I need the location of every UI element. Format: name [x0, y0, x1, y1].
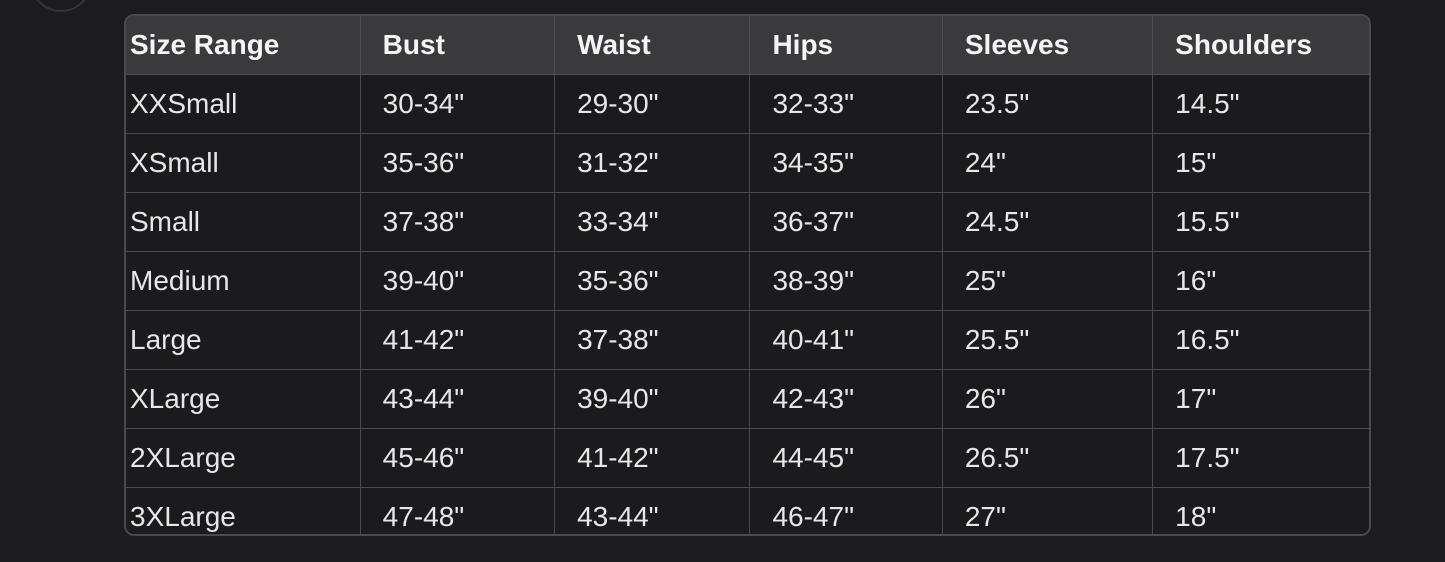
shoulders-cell: 15.5": [1152, 192, 1369, 252]
header-row: Size Range Bust Waist Hips Sleeves Shoul…: [126, 16, 1369, 75]
table-row: Small 37-38" 33-34" 36-37" 24.5" 15.5": [126, 192, 1369, 252]
shoulders-cell: 17.5": [1152, 428, 1369, 488]
bust-cell: 30-34": [359, 74, 556, 134]
hips-cell: 34-35": [749, 133, 943, 193]
shoulders-cell: 16.5": [1152, 310, 1369, 370]
size-label-cell: 2XLarge: [126, 428, 361, 488]
table-header: Size Range Bust Waist Hips Sleeves Shoul…: [126, 16, 1369, 75]
table-row: 2XLarge 45-46" 41-42" 44-45" 26.5" 17.5": [126, 428, 1369, 488]
table-row: Large 41-42" 37-38" 40-41" 25.5" 16.5": [126, 310, 1369, 370]
hips-cell: 42-43": [749, 369, 943, 429]
column-header-shoulders: Shoulders: [1152, 16, 1369, 75]
size-chart-table: Size Range Bust Waist Hips Sleeves Shoul…: [124, 14, 1371, 536]
sleeves-cell: 24": [941, 133, 1154, 193]
hips-cell: 36-37": [749, 192, 943, 252]
column-header-bust: Bust: [359, 16, 556, 75]
waist-cell: 35-36": [554, 251, 751, 311]
waist-cell: 41-42": [554, 428, 751, 488]
hips-cell: 32-33": [749, 74, 943, 134]
size-label-cell: XSmall: [126, 133, 361, 193]
column-header-waist: Waist: [554, 16, 751, 75]
table-row: Medium 39-40" 35-36" 38-39" 25" 16": [126, 251, 1369, 311]
waist-cell: 33-34": [554, 192, 751, 252]
waist-cell: 37-38": [554, 310, 751, 370]
waist-cell: 39-40": [554, 369, 751, 429]
size-label-cell: XLarge: [126, 369, 361, 429]
sleeves-cell: 25": [941, 251, 1154, 311]
column-header-size-range: Size Range: [126, 16, 361, 75]
table-row: XSmall 35-36" 31-32" 34-35" 24" 15": [126, 133, 1369, 193]
waist-cell: 43-44": [554, 487, 751, 534]
size-label-cell: Large: [126, 310, 361, 370]
size-label-cell: XXSmall: [126, 74, 361, 134]
column-header-sleeves: Sleeves: [941, 16, 1154, 75]
size-label-cell: Small: [126, 192, 361, 252]
table-row: XXSmall 30-34" 29-30" 32-33" 23.5" 14.5": [126, 74, 1369, 134]
bust-cell: 35-36": [359, 133, 556, 193]
table-row: 3XLarge 47-48" 43-44" 46-47" 27" 18": [126, 487, 1369, 534]
bust-cell: 37-38": [359, 192, 556, 252]
bust-cell: 43-44": [359, 369, 556, 429]
hips-cell: 46-47": [749, 487, 943, 534]
bust-cell: 39-40": [359, 251, 556, 311]
bust-cell: 47-48": [359, 487, 556, 534]
table-row: XLarge 43-44" 39-40" 42-43" 26" 17": [126, 369, 1369, 429]
sleeves-cell: 27": [941, 487, 1154, 534]
size-label-cell: 3XLarge: [126, 487, 361, 534]
table-body: XXSmall 30-34" 29-30" 32-33" 23.5" 14.5"…: [126, 74, 1369, 534]
size-chart: Size Range Bust Waist Hips Sleeves Shoul…: [126, 16, 1369, 534]
waist-cell: 29-30": [554, 74, 751, 134]
shoulders-cell: 15": [1152, 133, 1369, 193]
hips-cell: 40-41": [749, 310, 943, 370]
hips-cell: 38-39": [749, 251, 943, 311]
sleeves-cell: 26.5": [941, 428, 1154, 488]
shoulders-cell: 16": [1152, 251, 1369, 311]
hips-cell: 44-45": [749, 428, 943, 488]
shoulders-cell: 18": [1152, 487, 1369, 534]
sleeves-cell: 26": [941, 369, 1154, 429]
bust-cell: 41-42": [359, 310, 556, 370]
partial-circle-icon: [30, 0, 92, 12]
waist-cell: 31-32": [554, 133, 751, 193]
size-label-cell: Medium: [126, 251, 361, 311]
column-header-hips: Hips: [749, 16, 943, 75]
sleeves-cell: 25.5": [941, 310, 1154, 370]
shoulders-cell: 14.5": [1152, 74, 1369, 134]
shoulders-cell: 17": [1152, 369, 1369, 429]
bust-cell: 45-46": [359, 428, 556, 488]
sleeves-cell: 23.5": [941, 74, 1154, 134]
sleeves-cell: 24.5": [941, 192, 1154, 252]
